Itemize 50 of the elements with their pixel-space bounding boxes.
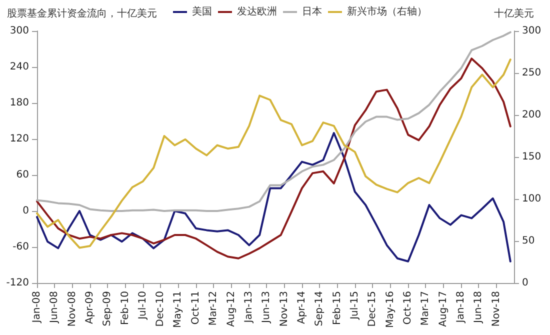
legend-label: 发达欧洲 bbox=[237, 6, 277, 18]
x-tick-label: Jan-18 bbox=[456, 291, 467, 324]
y2-tick-label: 300 bbox=[522, 26, 542, 36]
x-tick-label: Nov-08 bbox=[66, 291, 78, 327]
x-tick-label: Jan-08 bbox=[32, 291, 42, 324]
y-tick-label: 180 bbox=[10, 98, 29, 108]
x-tick-label: Jul-10 bbox=[137, 291, 148, 320]
chart-title: 股票基金累计资金流向，十亿美元 bbox=[7, 8, 157, 20]
x-tick-label: Nov-13 bbox=[278, 291, 290, 327]
x-tick-label: Sep-09 bbox=[102, 291, 114, 326]
x-tick-label: Jun-08 bbox=[49, 291, 60, 324]
x-tick-label: Aug-17 bbox=[438, 291, 449, 327]
x-tick-label: Mar-17 bbox=[420, 291, 432, 326]
legend-label: 新兴市场（右轴） bbox=[347, 6, 427, 18]
x-tick-label: Apr-09 bbox=[84, 291, 96, 324]
y2-tick-label: 0 bbox=[522, 278, 528, 288]
y-tick-label: 120 bbox=[10, 134, 29, 144]
x-tick-label: Jan-13 bbox=[244, 291, 255, 324]
y2-tick-label: 50 bbox=[522, 236, 535, 246]
y2-tick-label: 100 bbox=[522, 194, 542, 204]
line-series bbox=[36, 31, 512, 212]
legend-label: 日本 bbox=[302, 6, 322, 18]
x-tick-label: May-16 bbox=[384, 291, 396, 328]
y2-tick-label: 250 bbox=[522, 68, 542, 78]
x-tick-label: Feb-15 bbox=[332, 291, 344, 326]
x-tick-label: Jul-15 bbox=[349, 291, 360, 320]
x-tick-label: Oct-11 bbox=[190, 291, 202, 325]
y2-axis-title: 十亿美元 bbox=[494, 8, 534, 20]
y-tick-label: -60 bbox=[12, 242, 29, 252]
y2-tick-label: 200 bbox=[522, 110, 542, 120]
x-tick-label: Sep-14 bbox=[314, 291, 326, 326]
x-tick-label: Oct-16 bbox=[402, 291, 414, 325]
x-tick-label: Apr-14 bbox=[296, 291, 308, 324]
x-tick-label: Feb-10 bbox=[120, 291, 131, 326]
x-tick-label: Mar-12 bbox=[208, 291, 220, 326]
y-tick-label: 60 bbox=[16, 170, 29, 180]
x-tick-label: Jun-18 bbox=[473, 291, 484, 324]
x-tick-label: Nov-18 bbox=[490, 291, 502, 327]
y2-tick-label: 150 bbox=[522, 152, 542, 162]
x-tick-label: Jun-13 bbox=[261, 291, 272, 324]
x-tick-label: Aug-12 bbox=[226, 291, 237, 327]
y-tick-label: 300 bbox=[10, 26, 29, 36]
y-tick-label: 240 bbox=[10, 62, 29, 72]
y-tick-label: -120 bbox=[6, 278, 29, 288]
line-series bbox=[36, 132, 512, 262]
y-tick-label: 0 bbox=[22, 206, 29, 216]
x-tick-label: Dec-10 bbox=[155, 291, 166, 327]
legend-label: 美国 bbox=[192, 6, 212, 18]
x-tick-label: May-11 bbox=[172, 291, 184, 328]
x-tick-label: Dec-15 bbox=[367, 291, 378, 327]
